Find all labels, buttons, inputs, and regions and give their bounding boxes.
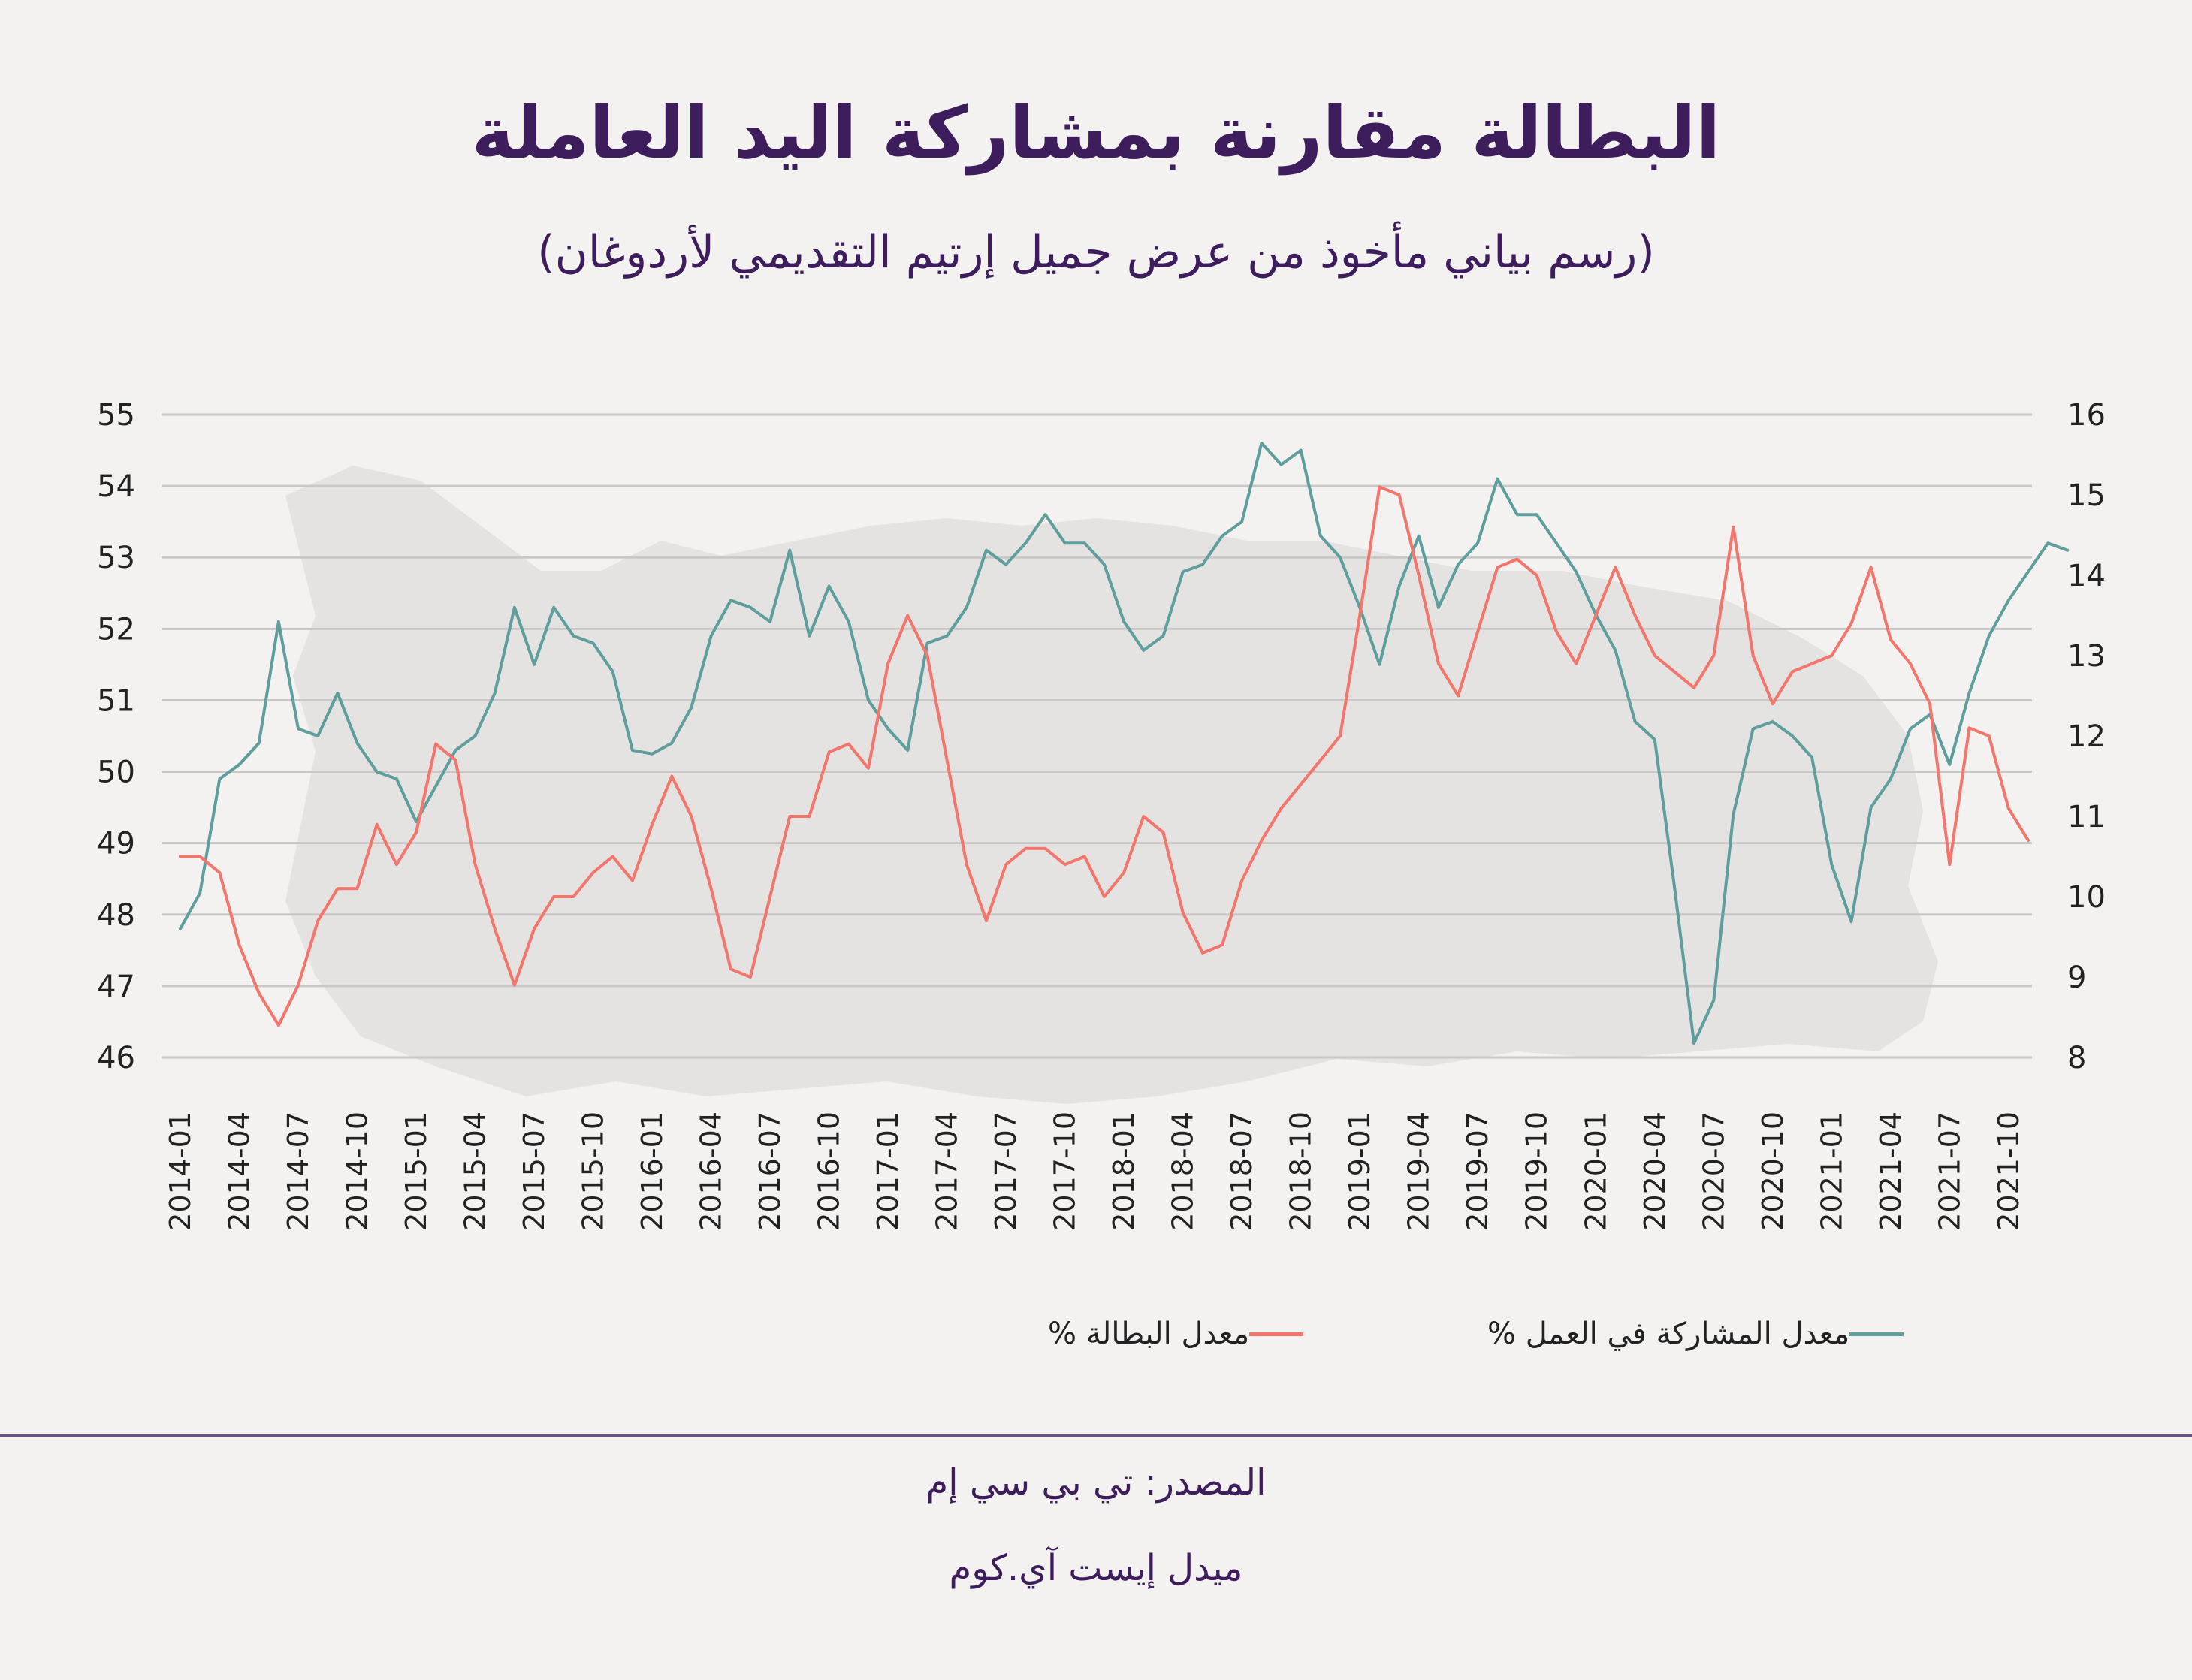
right-tick-label-5: 13: [2067, 639, 2106, 674]
x-tick-label-12: 2017-01: [871, 1111, 904, 1231]
x-tick-label-2: 2014-07: [282, 1111, 315, 1231]
right-tick-label-2: 10: [2067, 880, 2106, 915]
x-tick-label-7: 2015-10: [577, 1111, 610, 1231]
series-layer: [179, 442, 2070, 1045]
right-tick-label-6: 14: [2067, 559, 2106, 593]
x-tick-label-13: 2017-04: [931, 1111, 964, 1231]
site-name: ميدل إيست آي.كوم: [949, 1547, 1243, 1589]
x-tick-label-21: 2019-04: [1402, 1111, 1436, 1231]
x-tick-label-18: 2018-07: [1225, 1111, 1258, 1231]
right-tick-label-8: 16: [2067, 398, 2106, 433]
x-tick-label-29: 2021-04: [1874, 1111, 1907, 1231]
x-tick-label-25: 2020-04: [1638, 1111, 1671, 1231]
right-tick-label-7: 15: [2067, 478, 2106, 513]
x-tick-label-11: 2016-10: [813, 1111, 846, 1231]
right-tick-label-0: 8: [2067, 1041, 2086, 1075]
x-tick-label-28: 2021-01: [1815, 1111, 1848, 1231]
x-tick-label-16: 2018-01: [1107, 1111, 1140, 1231]
x-tick-label-27: 2020-10: [1756, 1111, 1789, 1231]
grid-lines: [162, 413, 2032, 1059]
x-tick-label-23: 2019-10: [1520, 1111, 1553, 1231]
chart-title: البطالة مقارنة بمشاركة اليد العاملة: [471, 91, 1721, 175]
x-tick-label-4: 2015-01: [400, 1111, 433, 1231]
right-tick-label-1: 9: [2067, 961, 2086, 995]
x-tick-label-17: 2018-04: [1167, 1111, 1200, 1231]
x-tick-label-19: 2018-10: [1285, 1111, 1318, 1231]
legend-participation-swatch: [1849, 1332, 1904, 1336]
left-tick-label-1: 47: [97, 970, 135, 1004]
x-tick-label-14: 2017-07: [989, 1111, 1022, 1231]
legend-participation-label: معدل المشاركة في العمل %: [1487, 1317, 1850, 1351]
x-tick-label-20: 2019-01: [1343, 1111, 1376, 1231]
series-line-unemployment: [179, 485, 2030, 1027]
left-tick-label-4: 50: [97, 756, 135, 790]
x-tick-label-3: 2014-10: [341, 1111, 374, 1231]
series-line-participation: [179, 442, 2070, 1045]
x-tick-label-10: 2016-07: [753, 1111, 787, 1231]
footer-divider: [0, 1434, 2192, 1437]
right-axis: 8 9 10 11 12 13 14 15 16: [2067, 398, 2106, 1075]
left-tick-label-8: 54: [97, 469, 135, 504]
x-tick-label-1: 2014-04: [223, 1111, 256, 1231]
x-tick-label-24: 2020-01: [1579, 1111, 1612, 1231]
left-tick-label-9: 55: [97, 398, 135, 433]
legend-unemployment: معدل البطالة %: [1048, 1311, 1318, 1356]
legend-unemployment-label: معدل البطالة %: [1048, 1317, 1250, 1351]
x-axis: 2014-01 2014-04 2014-07 2014-10 2015-01 2015-…: [164, 1111, 2025, 1231]
x-tick-label-5: 2015-04: [459, 1111, 492, 1231]
legend-participation: معدل المشاركة في العمل %: [1487, 1311, 1919, 1356]
x-tick-label-15: 2017-10: [1049, 1111, 1082, 1231]
line-chart: 46 47 48 49 50 51 52 53 54 55 8 9 10 11 12 13 14 15 16 20…: [97, 398, 2106, 1231]
x-tick-label-0: 2014-01: [164, 1111, 197, 1231]
right-tick-label-4: 12: [2067, 719, 2106, 754]
left-tick-label-0: 46: [97, 1041, 135, 1075]
left-tick-label-3: 49: [97, 827, 135, 861]
turkey-map-watermark: [285, 466, 1938, 1104]
x-tick-label-8: 2016-01: [636, 1111, 669, 1231]
left-tick-label-2: 48: [97, 898, 135, 933]
left-tick-label-5: 51: [97, 683, 135, 718]
legend-unemployment-swatch: [1249, 1332, 1304, 1336]
source-text: المصدر: تي بي سي إم: [925, 1461, 1267, 1504]
right-tick-label-3: 11: [2067, 800, 2106, 834]
x-tick-label-26: 2020-07: [1697, 1111, 1730, 1231]
left-tick-label-7: 53: [97, 541, 135, 575]
x-tick-label-30: 2021-07: [1933, 1111, 1966, 1231]
x-tick-label-31: 2021-10: [1992, 1111, 2025, 1231]
left-tick-label-6: 52: [97, 612, 135, 647]
left-axis: 46 47 48 49 50 51 52 53 54 55: [97, 398, 135, 1075]
chart-subtitle: (رسم بياني مأخوذ من عرض جميل إرتيم التقد…: [537, 226, 1655, 279]
x-tick-label-9: 2016-04: [695, 1111, 728, 1231]
x-tick-label-22: 2019-07: [1461, 1111, 1494, 1231]
x-tick-label-6: 2015-07: [518, 1111, 551, 1231]
